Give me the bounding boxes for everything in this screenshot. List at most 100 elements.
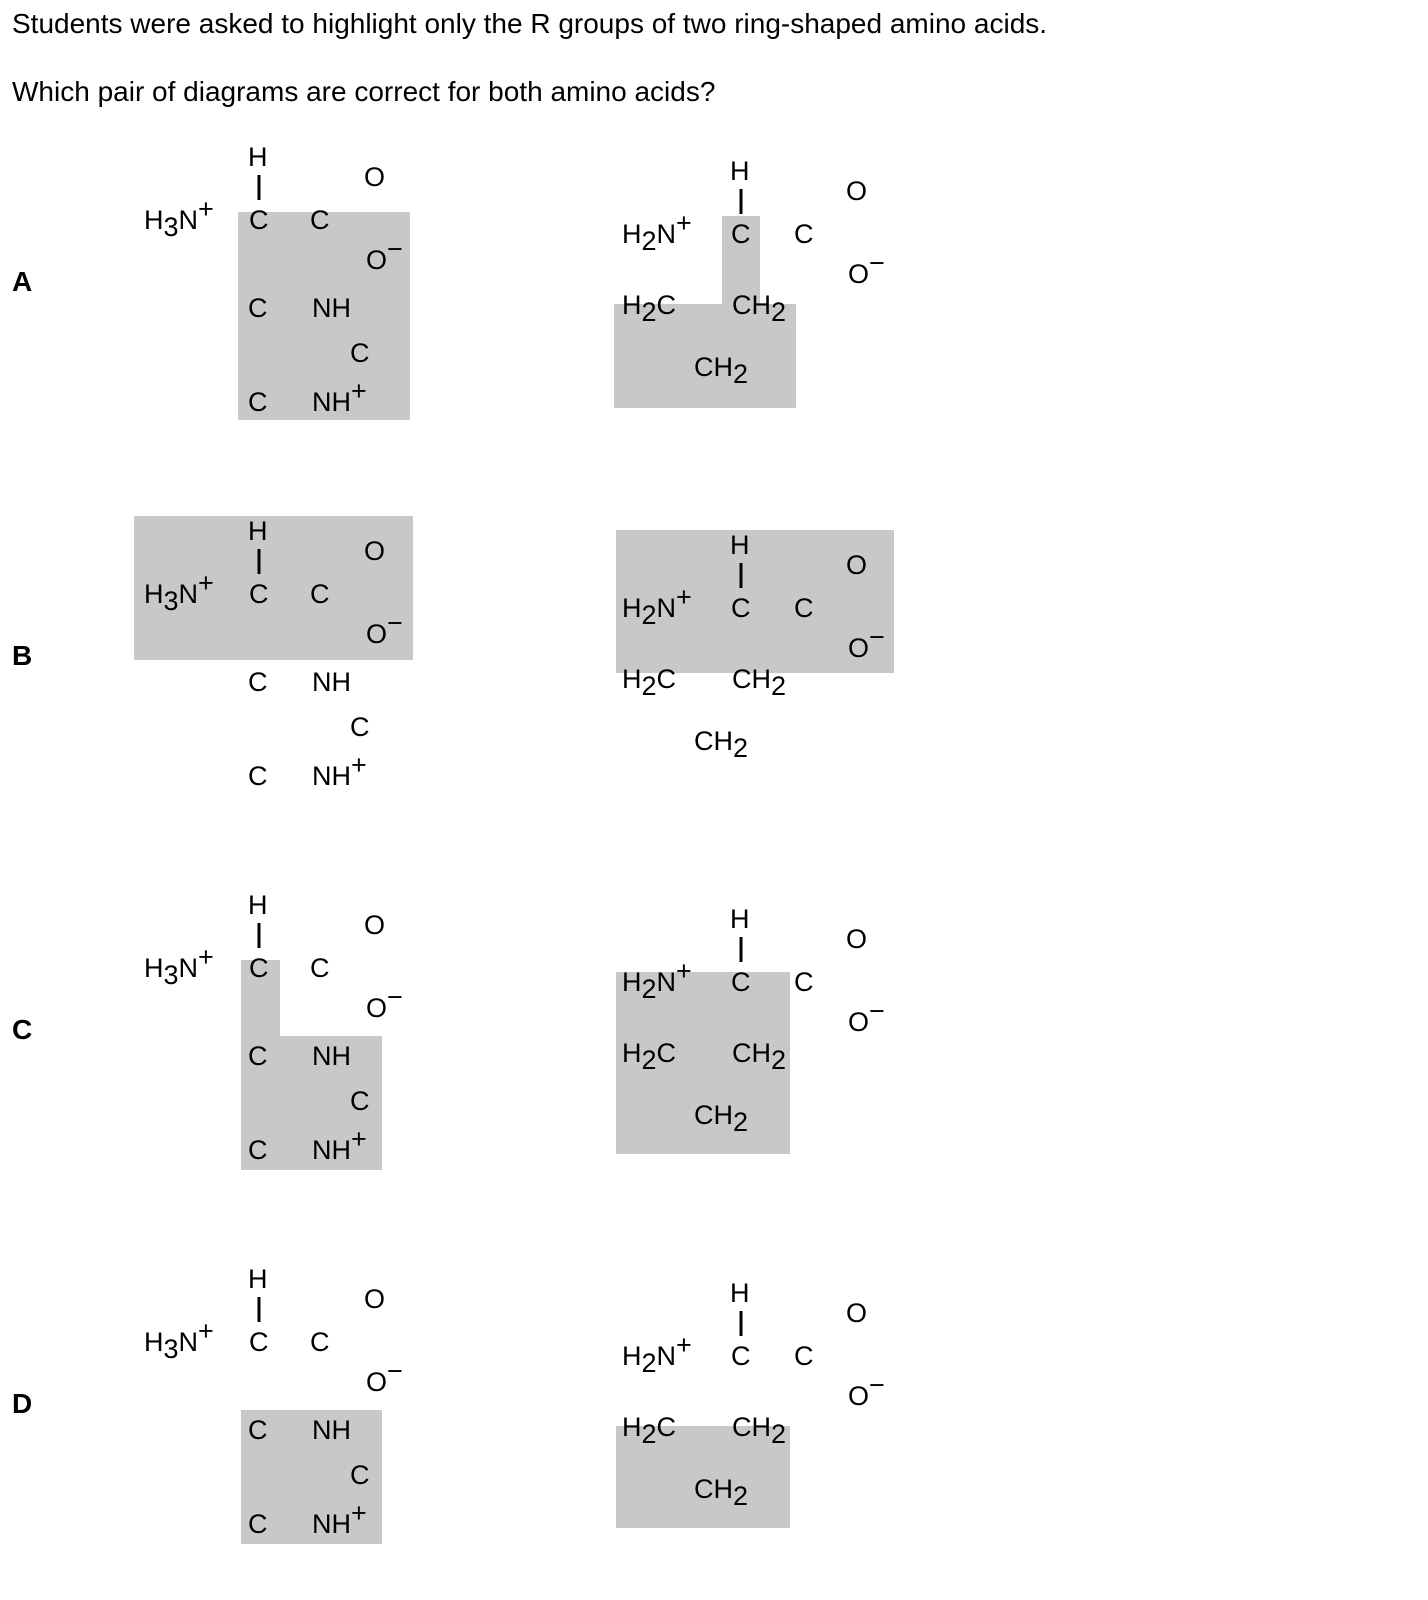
- atom-nh: NH: [312, 667, 351, 697]
- atom-c-alpha: C: [731, 593, 751, 623]
- atom-o-minus: O−: [848, 1370, 885, 1411]
- atom-c-ring: C: [248, 293, 268, 323]
- atom-n-amino: H3N+: [144, 942, 214, 990]
- atom-c-ring2: C: [350, 338, 370, 368]
- atom-c-carboxyl: C: [794, 593, 814, 623]
- histidine-atoms: H H3N+ C C O O− C NH C C NH+: [144, 516, 403, 791]
- atom-o-minus: O−: [848, 996, 885, 1037]
- option-d-proline[interactable]: H H2N+ C C O O− H2C CH2 CH2: [614, 1276, 914, 1536]
- option-d-histidine[interactable]: H H3N+ C C O O− C NH C C NH+: [134, 1262, 434, 1562]
- highlight-region: [238, 212, 410, 420]
- atom-h: H: [730, 1278, 750, 1308]
- atom-c-ring3: C: [248, 761, 268, 791]
- option-a-histidine[interactable]: H H3N+ C C O O− C NH C C NH+: [134, 140, 434, 440]
- highlight-region: [616, 1426, 790, 1528]
- atom-o-double: O: [846, 176, 867, 206]
- atom-o-double: O: [364, 536, 385, 566]
- atom-h: H: [248, 1264, 268, 1294]
- question-text: Students were asked to highlight only th…: [12, 8, 1048, 39]
- atom-c-carboxyl: C: [794, 219, 814, 249]
- atom-c-alpha: C: [731, 219, 751, 249]
- option-label-b: B: [12, 640, 33, 671]
- option-label-a: A: [12, 266, 33, 297]
- atom-o-minus: O−: [366, 234, 403, 275]
- histidine-atoms: H H3N+ C C O O− C NH C C NH+: [144, 890, 403, 1165]
- atom-h: H: [730, 904, 750, 934]
- atom-h2c: H2C: [622, 664, 676, 701]
- atom-ch2-bottom: CH2: [694, 1100, 748, 1137]
- atom-c-carboxyl: C: [794, 1341, 814, 1371]
- atom-c-ring: C: [248, 1041, 268, 1071]
- highlight-region: [134, 516, 413, 660]
- atom-c-ring3: C: [248, 1135, 268, 1165]
- proline-atoms: H H2N+ C C O O− H2C CH2 CH2: [622, 530, 885, 763]
- atom-c-ring3: C: [248, 1509, 268, 1539]
- proline-atoms: H H2N+ C C O O− H2C CH2 CH2: [622, 156, 885, 389]
- atom-o-minus: O−: [366, 608, 403, 649]
- atom-ch2-bottom: CH2: [694, 352, 748, 389]
- highlight-region: [616, 972, 790, 1154]
- option-c-proline[interactable]: H H2N+ C C O O− H2C CH2 CH2: [614, 902, 914, 1162]
- atom-o-double: O: [364, 910, 385, 940]
- histidine-atoms: H H3N+ C C O O− C NH C C NH+: [144, 1264, 403, 1539]
- atom-o-minus: O−: [366, 1356, 403, 1397]
- histidine-atoms: H H3N+ C C O O− C NH C C NH+: [144, 142, 403, 417]
- option-a-proline[interactable]: H H2N+ C C O O− H2C CH2 CH2: [614, 154, 914, 414]
- proline-atoms: H H2N+ C C O O− H2C CH2 CH2: [622, 1278, 885, 1511]
- atom-n-ring: H2N+: [622, 956, 692, 1004]
- atom-h: H: [248, 516, 268, 546]
- atom-o-double: O: [364, 162, 385, 192]
- atom-nh-plus: NH+: [312, 1124, 367, 1165]
- atom-c-ring2: C: [350, 1086, 370, 1116]
- atom-h2c: H2C: [622, 1412, 676, 1449]
- atom-n-amino: H3N+: [144, 1316, 214, 1364]
- atom-ch2-right: CH2: [732, 290, 786, 327]
- highlight-region: [616, 530, 894, 673]
- atom-n-amino: H3N+: [144, 194, 214, 242]
- atom-o-minus: O−: [848, 248, 885, 289]
- option-label-d: D: [12, 1388, 33, 1419]
- atom-c-carboxyl: C: [310, 953, 330, 983]
- atom-o-double: O: [846, 550, 867, 580]
- atom-ch2-bottom: CH2: [694, 726, 748, 763]
- atom-ch2-bottom: CH2: [694, 1474, 748, 1511]
- atom-h: H: [730, 156, 750, 186]
- atom-o-minus: O−: [366, 982, 403, 1023]
- question-prompt: Which pair of diagrams are correct for b…: [12, 76, 716, 107]
- highlight-region: [614, 216, 796, 408]
- atom-ch2-right: CH2: [732, 1038, 786, 1075]
- atom-nh: NH: [312, 1415, 351, 1445]
- atom-h2c: H2C: [622, 290, 676, 327]
- option-b-proline[interactable]: H H2N+ C C O O− H2C CH2 CH2: [614, 528, 914, 788]
- atom-c-carboxyl: C: [310, 1327, 330, 1357]
- atom-ch2-right: CH2: [732, 1412, 786, 1449]
- option-c-histidine[interactable]: H H3N+ C C O O− C NH C C NH+: [134, 888, 434, 1188]
- atom-o-minus: O−: [848, 622, 885, 663]
- atom-o-double: O: [846, 1298, 867, 1328]
- atom-h: H: [730, 530, 750, 560]
- atom-c-ring: C: [248, 667, 268, 697]
- proline-atoms: H H2N+ C C O O− H2C CH2 CH2: [622, 904, 885, 1137]
- atom-o-double: O: [364, 1284, 385, 1314]
- atom-c-carboxyl: C: [310, 579, 330, 609]
- atom-n-ring: H2N+: [622, 208, 692, 256]
- atom-nh-plus: NH+: [312, 376, 367, 417]
- atom-c-carboxyl: C: [310, 205, 330, 235]
- atom-c-alpha: C: [249, 579, 269, 609]
- atom-n-ring: H2N+: [622, 1330, 692, 1378]
- atom-c-alpha: C: [731, 967, 751, 997]
- atom-c-ring2: C: [350, 712, 370, 742]
- atom-c-ring2: C: [350, 1460, 370, 1490]
- atom-h: H: [248, 890, 268, 920]
- atom-nh: NH: [312, 293, 351, 323]
- atom-n-amino: H3N+: [144, 568, 214, 616]
- option-label-c: C: [12, 1014, 33, 1045]
- atom-c-carboxyl: C: [794, 967, 814, 997]
- atom-ch2-right: CH2: [732, 664, 786, 701]
- atom-c-alpha: C: [249, 1327, 269, 1357]
- atom-h2c: H2C: [622, 1038, 676, 1075]
- atom-n-ring: H2N+: [622, 582, 692, 630]
- option-b-histidine[interactable]: H H3N+ C C O O− C NH C C NH+: [134, 514, 434, 814]
- atom-nh-plus: NH+: [312, 750, 367, 791]
- highlight-region: [241, 960, 382, 1170]
